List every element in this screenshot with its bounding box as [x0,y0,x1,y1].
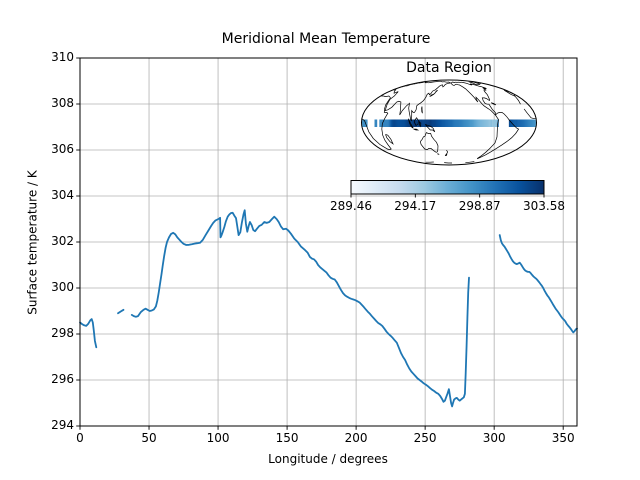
temperature-line-segment [117,308,125,315]
coastline [413,128,420,131]
coastline [450,81,496,116]
y-tick-label: 302 [51,234,74,248]
colorbar [350,180,545,198]
x-tick-label: 0 [76,431,84,445]
y-tick-label: 310 [51,50,74,64]
coastline [476,112,520,160]
colorbar-bar [350,180,545,195]
coastline [414,117,419,126]
map-outline [361,79,537,166]
coastline [437,153,440,155]
coastline [444,149,448,157]
temperature-line-segment [498,234,578,334]
colorbar-tick-label: 303.58 [523,198,565,213]
temperature-line-segment [79,318,98,349]
data-region-band [362,119,536,127]
coastline [478,82,482,85]
coastline [429,89,438,97]
coastline [421,106,423,114]
y-tick-label: 304 [51,188,74,202]
colorbar-tick-label: 289.46 [330,198,372,213]
y-tick-label: 296 [51,372,74,386]
coastline [384,80,452,122]
temperature-line-segment [130,209,470,408]
coastlines [362,80,536,164]
x-tick-label: 250 [413,431,437,445]
chart-title: Meridional Mean Temperature [221,31,431,47]
inset-world-map [361,79,537,166]
temperature-line [79,209,578,408]
coastline [419,132,439,153]
coastline [468,81,481,86]
coastline [385,134,394,145]
coastline [523,108,536,120]
inset-title: Data Region [406,60,492,76]
coastline [419,121,422,128]
x-tick-label: 150 [275,431,299,445]
x-axis-label: Longitude / degrees [268,452,388,466]
coastline [407,118,414,129]
x-tick-label: 100 [206,431,230,445]
axis-ticks [76,57,564,430]
y-tick-label: 298 [51,326,74,340]
y-tick-label: 306 [51,142,74,156]
colorbar-tick-label: 294.17 [394,198,437,213]
coastline [465,161,475,164]
coastline [424,124,436,133]
coastline [362,95,392,150]
x-tick-label: 300 [482,431,506,445]
x-tick-label: 350 [551,431,575,445]
x-tick-label: 50 [141,431,157,445]
colorbar-tick-label: 298.87 [458,198,501,213]
coastline [490,102,497,106]
y-tick-label: 294 [51,418,74,432]
y-tick-label: 300 [51,280,74,294]
x-tick-label: 200 [344,431,368,445]
coastline [513,95,521,105]
y-tick-label: 308 [51,96,74,110]
